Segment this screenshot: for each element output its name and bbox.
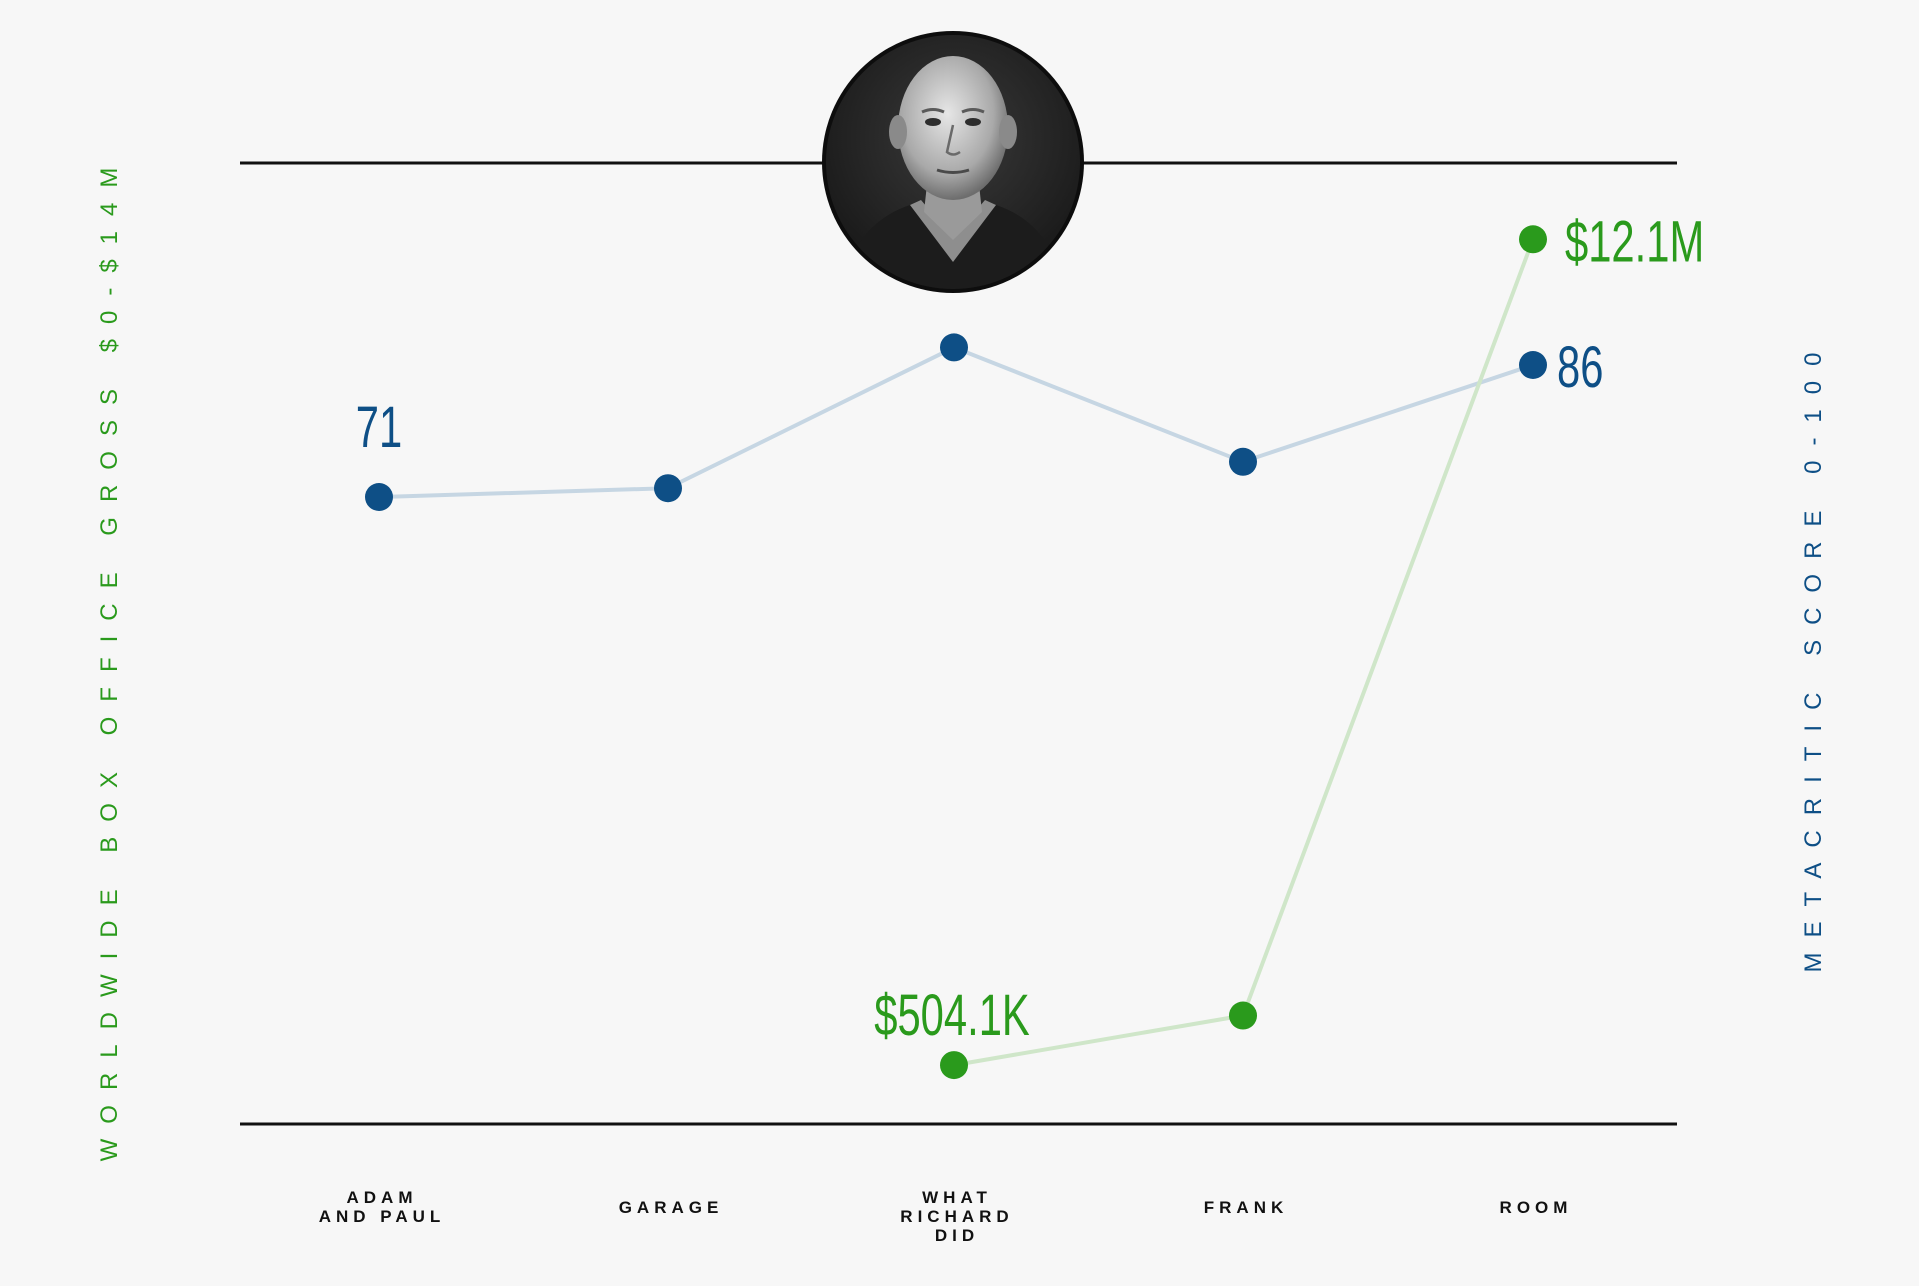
data-label: $12.1M <box>1565 209 1704 274</box>
series-points <box>365 225 1547 1080</box>
left-axis-title: WORLDWIDE BOX OFFICE GROSS $0-$14M <box>96 153 123 1162</box>
data-point <box>940 333 968 362</box>
series-line-0 <box>378 345 1534 499</box>
category-label: FRANK <box>1204 1198 1289 1217</box>
data-label: $504.1K <box>874 982 1030 1047</box>
data-point <box>1229 447 1257 476</box>
data-point <box>940 1051 968 1080</box>
category-label: ADAM <box>347 1188 418 1207</box>
data-point <box>1519 225 1547 254</box>
category-label: WHAT <box>922 1188 992 1207</box>
series-lines <box>378 238 1535 1068</box>
category-label: ROOM <box>1500 1198 1573 1217</box>
right-axis-title-text: METACRITIC SCORE 0-100 <box>1800 338 1827 973</box>
data-labels: 71 86 $504.1K $12.1M <box>356 209 1704 1048</box>
category-label: RICHARD <box>900 1207 1013 1226</box>
data-label: 86 <box>1557 334 1603 399</box>
left-axis-title-text: WORLDWIDE BOX OFFICE GROSS $0-$14M <box>96 153 123 1162</box>
category-label: AND PAUL <box>319 1207 446 1226</box>
data-point <box>365 483 393 511</box>
data-point <box>1519 351 1547 379</box>
right-axis-title: METACRITIC SCORE 0-100 <box>1800 338 1827 973</box>
data-point <box>1229 1001 1257 1030</box>
data-point <box>654 474 682 503</box>
director-portrait <box>822 31 1084 293</box>
category-label: GARAGE <box>619 1198 724 1217</box>
category-label: DID <box>935 1226 979 1245</box>
data-label: 71 <box>356 394 402 459</box>
series-line-1 <box>953 238 1535 1068</box>
